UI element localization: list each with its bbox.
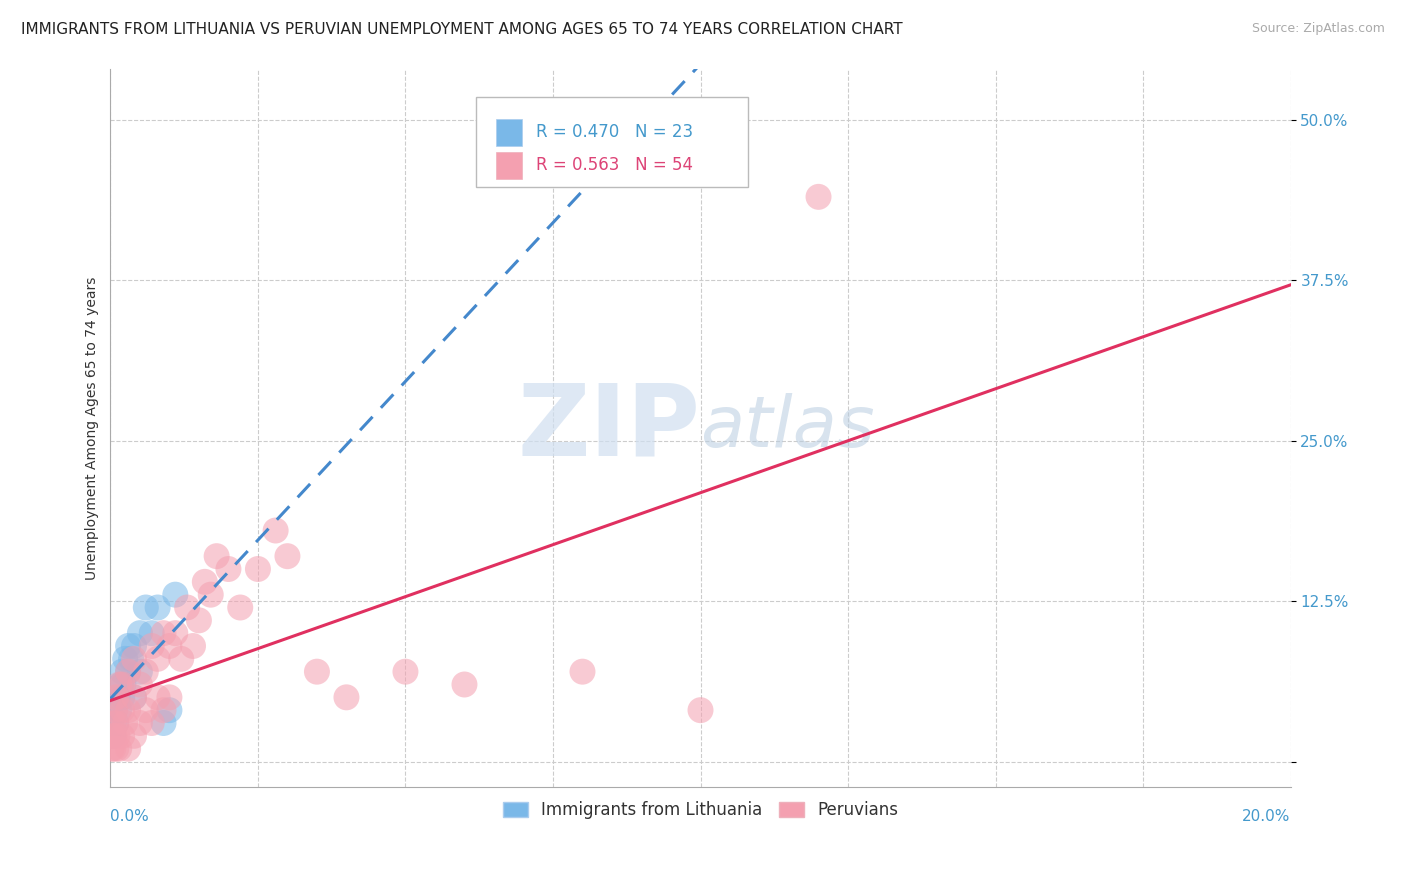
Point	[129, 716, 152, 731]
Point	[276, 549, 298, 564]
Point	[129, 626, 152, 640]
Point	[152, 716, 174, 731]
Point	[117, 665, 139, 679]
Point	[157, 639, 180, 653]
Point	[165, 588, 187, 602]
Point	[105, 716, 128, 731]
Point	[152, 626, 174, 640]
Text: IMMIGRANTS FROM LITHUANIA VS PERUVIAN UNEMPLOYMENT AMONG AGES 65 TO 74 YEARS COR: IMMIGRANTS FROM LITHUANIA VS PERUVIAN UN…	[21, 22, 903, 37]
Point	[129, 665, 152, 679]
Point	[105, 716, 128, 731]
Point	[108, 677, 131, 691]
Point	[141, 716, 163, 731]
Point	[101, 729, 124, 743]
Point	[117, 665, 139, 679]
FancyBboxPatch shape	[477, 97, 748, 187]
Point	[110, 677, 132, 691]
Point	[100, 741, 122, 756]
Point	[152, 703, 174, 717]
Point	[114, 652, 136, 666]
Point	[117, 741, 139, 756]
Point	[217, 562, 239, 576]
Point	[146, 690, 169, 705]
Point	[103, 729, 125, 743]
Point	[194, 574, 217, 589]
Text: R = 0.563   N = 54: R = 0.563 N = 54	[537, 156, 693, 174]
Point	[103, 729, 125, 743]
Point	[571, 665, 593, 679]
Point	[111, 677, 134, 691]
Point	[111, 690, 134, 705]
Point	[108, 741, 131, 756]
Point	[108, 703, 131, 717]
Point	[107, 690, 129, 705]
Point	[122, 652, 145, 666]
Point	[122, 729, 145, 743]
Text: atlas: atlas	[700, 393, 875, 462]
Text: Source: ZipAtlas.com: Source: ZipAtlas.com	[1251, 22, 1385, 36]
Point	[117, 703, 139, 717]
Text: 0.0%: 0.0%	[111, 809, 149, 823]
Point	[205, 549, 228, 564]
Point	[107, 729, 129, 743]
Text: 20.0%: 20.0%	[1243, 809, 1291, 823]
Point	[157, 703, 180, 717]
Text: R = 0.470   N = 23: R = 0.470 N = 23	[537, 123, 693, 141]
Point	[165, 626, 187, 640]
Point	[187, 613, 209, 627]
Point	[135, 665, 157, 679]
Y-axis label: Unemployment Among Ages 65 to 74 years: Unemployment Among Ages 65 to 74 years	[86, 277, 100, 580]
Point	[157, 690, 180, 705]
Point	[181, 639, 204, 653]
Point	[453, 677, 475, 691]
Point	[305, 665, 328, 679]
Point	[104, 703, 127, 717]
Point	[117, 639, 139, 653]
Point	[246, 562, 269, 576]
Point	[129, 677, 152, 691]
Point	[105, 690, 128, 705]
Point	[141, 639, 163, 653]
Point	[394, 665, 416, 679]
FancyBboxPatch shape	[496, 152, 522, 179]
Point	[103, 716, 125, 731]
Point	[176, 600, 198, 615]
Point	[335, 690, 357, 705]
Point	[114, 716, 136, 731]
Point	[120, 652, 142, 666]
Point	[229, 600, 252, 615]
Point	[141, 626, 163, 640]
Point	[122, 639, 145, 653]
Point	[105, 741, 128, 756]
Point	[111, 665, 134, 679]
Point	[170, 652, 193, 666]
Point	[103, 741, 125, 756]
Point	[146, 600, 169, 615]
FancyBboxPatch shape	[496, 119, 522, 146]
Point	[122, 690, 145, 705]
Point	[689, 703, 711, 717]
Point	[122, 690, 145, 705]
Point	[135, 600, 157, 615]
Legend: Immigrants from Lithuania, Peruvians: Immigrants from Lithuania, Peruvians	[496, 794, 905, 826]
Point	[264, 524, 287, 538]
Point	[146, 652, 169, 666]
Point	[111, 703, 134, 717]
Point	[807, 190, 830, 204]
Point	[112, 677, 135, 691]
Point	[111, 729, 134, 743]
Point	[104, 703, 127, 717]
Point	[135, 703, 157, 717]
Point	[200, 588, 222, 602]
Text: ZIP: ZIP	[517, 379, 700, 476]
